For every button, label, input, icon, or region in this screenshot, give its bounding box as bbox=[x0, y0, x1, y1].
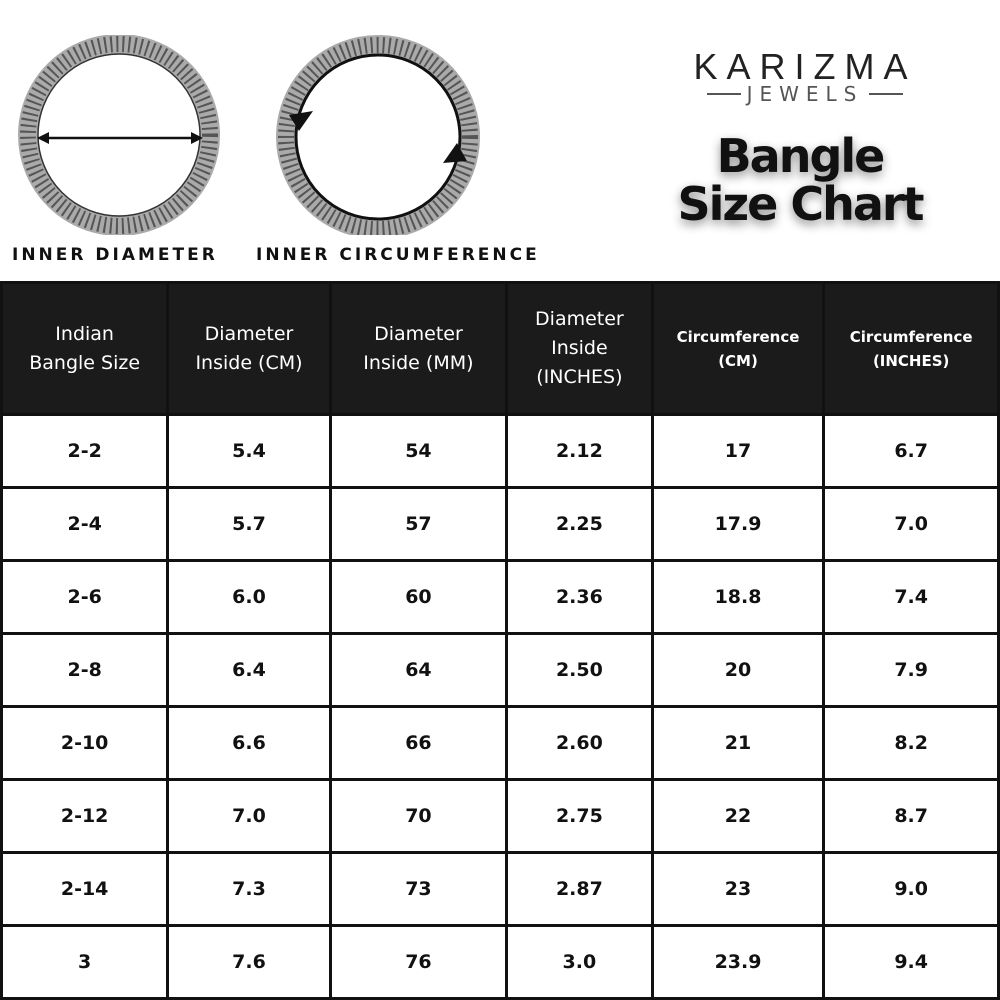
table-cell: 17.9 bbox=[650, 486, 826, 562]
table-row: 2-8 6.4 64 2.50 20 7.9 bbox=[0, 632, 1000, 708]
brand-sub: JEWELS bbox=[746, 82, 864, 106]
table-row: 2-12 7.0 70 2.75 22 8.7 bbox=[0, 778, 1000, 854]
brand-name: KARIZMA bbox=[693, 46, 917, 87]
table-row: 2-4 5.7 57 2.25 17.9 7.0 bbox=[0, 486, 1000, 562]
column-header: Diameter Inside (INCHES) bbox=[505, 281, 654, 416]
table-cell: 23.9 bbox=[650, 924, 826, 1000]
table-cell: 70 bbox=[328, 778, 509, 854]
column-header: Circumference (CM) bbox=[650, 281, 826, 416]
table-cell: 54 bbox=[328, 413, 509, 489]
table-row: 3 7.6 76 3.0 23.9 9.4 bbox=[0, 924, 1000, 1000]
header-line: Indian bbox=[55, 322, 114, 345]
table-cell: 18.8 bbox=[650, 559, 826, 635]
table-cell: 2-2 bbox=[0, 413, 170, 489]
table-cell: 2-6 bbox=[0, 559, 170, 635]
table-cell: 7.4 bbox=[822, 559, 1000, 635]
title-line-2: Size Chart bbox=[677, 177, 924, 231]
table-cell: 64 bbox=[328, 632, 509, 708]
table-cell: 60 bbox=[328, 559, 509, 635]
table-cell: 7.9 bbox=[822, 632, 1000, 708]
table-cell: 6.0 bbox=[166, 559, 332, 635]
table-cell: 23 bbox=[650, 851, 826, 927]
table-cell: 2.12 bbox=[505, 413, 654, 489]
table-cell: 8.2 bbox=[822, 705, 1000, 781]
table-cell: 2.36 bbox=[505, 559, 654, 635]
table-cell: 9.0 bbox=[822, 851, 1000, 927]
table-cell: 7.0 bbox=[822, 486, 1000, 562]
column-header: Diameter Inside (MM) bbox=[328, 281, 509, 416]
table-cell: 2-12 bbox=[0, 778, 170, 854]
header-line: Inside bbox=[551, 337, 608, 359]
table-cell: 8.7 bbox=[822, 778, 1000, 854]
header-line: Diameter bbox=[374, 322, 463, 345]
circumference-arrow-icon bbox=[294, 53, 462, 221]
table-row: 2-14 7.3 73 2.87 23 9.0 bbox=[0, 851, 1000, 927]
brand-logo: KARIZMA JEWELS bbox=[690, 46, 920, 106]
page-title: Bangle Size Chart bbox=[660, 132, 940, 228]
table-cell: 2-8 bbox=[0, 632, 170, 708]
table-cell: 5.7 bbox=[166, 486, 332, 562]
title-line-1: Bangle bbox=[716, 129, 886, 183]
table-cell: 2.60 bbox=[505, 705, 654, 781]
header-line: Inside (MM) bbox=[363, 351, 474, 374]
table-cell: 6.4 bbox=[166, 632, 332, 708]
table-cell: 17 bbox=[650, 413, 826, 489]
table-cell: 22 bbox=[650, 778, 826, 854]
header-line: Diameter bbox=[535, 308, 624, 330]
table-row: 2-10 6.6 66 2.60 21 8.2 bbox=[0, 705, 1000, 781]
inner-circumference-bangle-illustration bbox=[276, 35, 480, 235]
column-header: Circumference (INCHES) bbox=[822, 281, 1000, 416]
table-cell: 73 bbox=[328, 851, 509, 927]
table-cell: 7.3 bbox=[166, 851, 332, 927]
table-cell: 20 bbox=[650, 632, 826, 708]
table-row: 2-6 6.0 60 2.36 18.8 7.4 bbox=[0, 559, 1000, 635]
table-cell: 2.50 bbox=[505, 632, 654, 708]
size-table: Indian Bangle Size Diameter Inside (CM) Diam… bbox=[0, 281, 1000, 1000]
column-header: Indian Bangle Size bbox=[0, 281, 170, 416]
header-line: (INCHES) bbox=[536, 366, 623, 388]
table-cell: 2.87 bbox=[505, 851, 654, 927]
table-cell: 57 bbox=[328, 486, 509, 562]
table-cell: 2-10 bbox=[0, 705, 170, 781]
table-cell: 6.6 bbox=[166, 705, 332, 781]
table-cell: 66 bbox=[328, 705, 509, 781]
header-line: Circumference bbox=[849, 327, 973, 346]
header-line: Diameter bbox=[204, 322, 294, 345]
inner-diameter-label: INNER DIAMETER bbox=[12, 245, 218, 265]
inner-diameter-bangle-illustration bbox=[18, 35, 220, 235]
table-cell: 21 bbox=[650, 705, 826, 781]
table-row: 2-2 5.4 54 2.12 17 6.7 bbox=[0, 413, 1000, 489]
column-header: Diameter Inside (CM) bbox=[166, 281, 332, 416]
table-cell: 76 bbox=[328, 924, 509, 1000]
table-cell: 5.4 bbox=[166, 413, 332, 489]
header-line: Circumference bbox=[676, 327, 800, 346]
table-cell: 3 bbox=[0, 924, 170, 1000]
table-cell: 2.75 bbox=[505, 778, 654, 854]
table-cell: 2-14 bbox=[0, 851, 170, 927]
table-cell: 9.4 bbox=[822, 924, 1000, 1000]
table-cell: 3.0 bbox=[505, 924, 654, 1000]
table-cell: 6.7 bbox=[822, 413, 1000, 489]
table-cell: 7.6 bbox=[166, 924, 332, 1000]
table-cell: 2-4 bbox=[0, 486, 170, 562]
header-line: Inside (CM) bbox=[195, 351, 303, 374]
header-line: (CM) bbox=[718, 351, 758, 370]
header-line: Bangle Size bbox=[29, 351, 141, 374]
inner-circumference-label: INNER CIRCUMFERENCE bbox=[256, 245, 540, 265]
table-cell: 7.0 bbox=[166, 778, 332, 854]
table-cell: 2.25 bbox=[505, 486, 654, 562]
header-line: (INCHES) bbox=[872, 351, 950, 370]
